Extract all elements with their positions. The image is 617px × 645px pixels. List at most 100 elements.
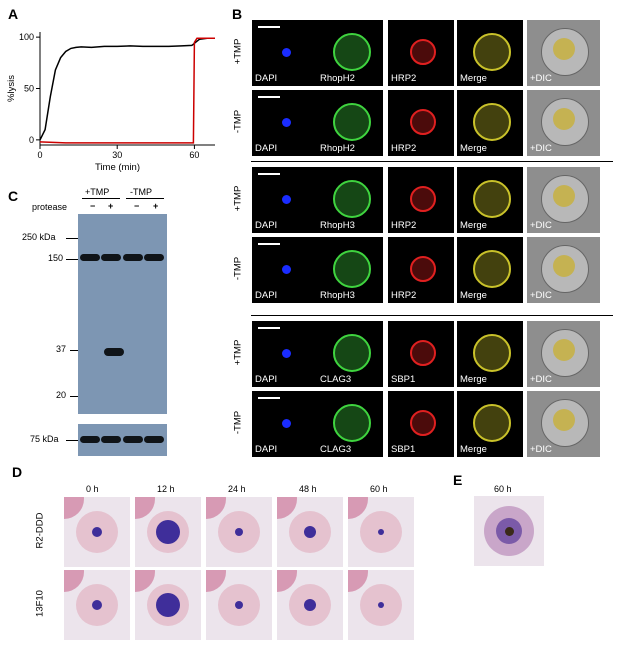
y-tick-label: 100 <box>19 32 34 42</box>
blood-smear-tile <box>206 570 272 640</box>
row-condition-label: -TMP <box>232 410 244 435</box>
channel-label: RhopH2 <box>320 143 355 154</box>
fluorescence-signal <box>410 109 436 135</box>
cond-minus-label: -TMP <box>130 187 152 197</box>
lane-sign-2: + <box>108 201 114 211</box>
channel-label: CLAG3 <box>320 374 352 385</box>
parasite <box>156 520 180 544</box>
micrograph-tile: +DIC <box>527 20 600 86</box>
fluorescence-signal <box>333 180 371 218</box>
channel-label: +DIC <box>530 290 552 301</box>
micrograph-tile: DAPI <box>252 90 318 156</box>
micrograph-tile: Merge <box>457 167 523 233</box>
scale-bar <box>258 397 280 399</box>
rbc <box>277 570 297 592</box>
parasite <box>235 601 243 609</box>
blood-smear-tile <box>348 497 414 567</box>
blood-smear-tile <box>206 497 272 567</box>
tick-20 <box>70 396 78 397</box>
fluorescence-signal <box>473 334 511 372</box>
micrograph-tile: +DIC <box>527 391 600 457</box>
fluorescence-signal <box>333 33 371 71</box>
row-strain-label: R2-DDD <box>34 512 46 549</box>
fluorescence-signal <box>333 250 371 288</box>
panel-label-b: B <box>232 6 243 22</box>
rbc <box>206 570 226 592</box>
blood-smear-tile <box>135 570 201 640</box>
band-75-lane4 <box>144 436 164 443</box>
micrograph-tile: HRP2 <box>388 90 454 156</box>
row-strain-label: 13F10 <box>34 590 46 617</box>
channel-label: Merge <box>460 143 487 154</box>
protease-label: protease <box>32 202 68 212</box>
parasite <box>304 526 316 538</box>
band-75-lane3 <box>123 436 143 443</box>
rbc <box>277 497 297 519</box>
band-150-lane2 <box>101 254 121 261</box>
fluorescence-signal <box>473 180 511 218</box>
marker-37: 37 <box>56 344 67 354</box>
band-75-lane1 <box>80 436 100 443</box>
y-axis-label: %lysis <box>6 75 17 102</box>
fluorescence-signal <box>410 410 436 436</box>
nucleus-signal <box>282 265 291 274</box>
western-blot-main <box>78 214 167 414</box>
micrograph-tile: SBP1 <box>388 321 454 387</box>
micrograph-tile: DAPI <box>252 321 318 387</box>
channel-label: DAPI <box>255 374 278 385</box>
timepoint-label: 24 h <box>228 484 246 494</box>
micrograph-tile: HRP2 <box>388 237 454 303</box>
nucleus-signal <box>282 349 291 358</box>
blood-smear-tile <box>277 570 343 640</box>
divider-2 <box>251 315 613 316</box>
channel-label: DAPI <box>255 73 278 84</box>
channel-label: Merge <box>460 73 487 84</box>
timepoint-label: 12 h <box>157 484 175 494</box>
scale-bar <box>258 327 280 329</box>
lane-sign-3: − <box>134 201 140 211</box>
micrograph-tile: Merge <box>457 90 523 156</box>
y-tick-label: 0 <box>29 135 34 145</box>
tick-37 <box>70 350 78 351</box>
micrograph-tile: DAPI <box>252 20 318 86</box>
lane-sign-4: + <box>153 201 159 211</box>
panel-label-d: D <box>12 464 23 480</box>
x-tick-label: 30 <box>112 150 122 160</box>
parasite <box>378 602 384 608</box>
micrograph-tile: RhopH3 <box>317 167 383 233</box>
fluorescence-signal <box>333 404 371 442</box>
western-blot-loading <box>78 424 167 456</box>
parasite <box>92 600 102 610</box>
micrograph-tile: SBP1 <box>388 391 454 457</box>
rbc <box>64 497 84 519</box>
channel-label: +DIC <box>530 143 552 154</box>
channel-label: +DIC <box>530 374 552 385</box>
lysis-chart: 0 50 100 0 30 60 Time (min) %lysis <box>6 32 215 173</box>
merge-overlay <box>553 409 575 431</box>
channel-label: Merge <box>460 374 487 385</box>
fluorescence-signal <box>333 334 371 372</box>
channel-label: Merge <box>460 220 487 231</box>
tick-250 <box>66 238 78 239</box>
micrograph-tile: CLAG3 <box>317 391 383 457</box>
channel-label: Merge <box>460 444 487 455</box>
blood-smear-tile <box>64 570 130 640</box>
row-condition-label: -TMP <box>232 109 244 134</box>
blood-smear-tile <box>277 497 343 567</box>
cell-outline <box>541 329 589 377</box>
channel-label: HRP2 <box>391 143 417 154</box>
panel-e-timepoint: 60 h <box>494 484 512 494</box>
merge-overlay <box>553 185 575 207</box>
merge-overlay <box>553 38 575 60</box>
fluorescence-signal <box>473 250 511 288</box>
micrograph-tile: Merge <box>457 237 523 303</box>
micrograph-tile: HRP2 <box>388 20 454 86</box>
channel-label: SBP1 <box>391 444 416 455</box>
channel-label: RhopH3 <box>320 220 355 231</box>
parasite <box>156 593 180 617</box>
merge-overlay <box>553 108 575 130</box>
panel-label-c: C <box>8 188 19 204</box>
fluorescence-signal <box>473 33 511 71</box>
series-line-1 <box>39 37 215 141</box>
tick-75 <box>66 440 78 441</box>
